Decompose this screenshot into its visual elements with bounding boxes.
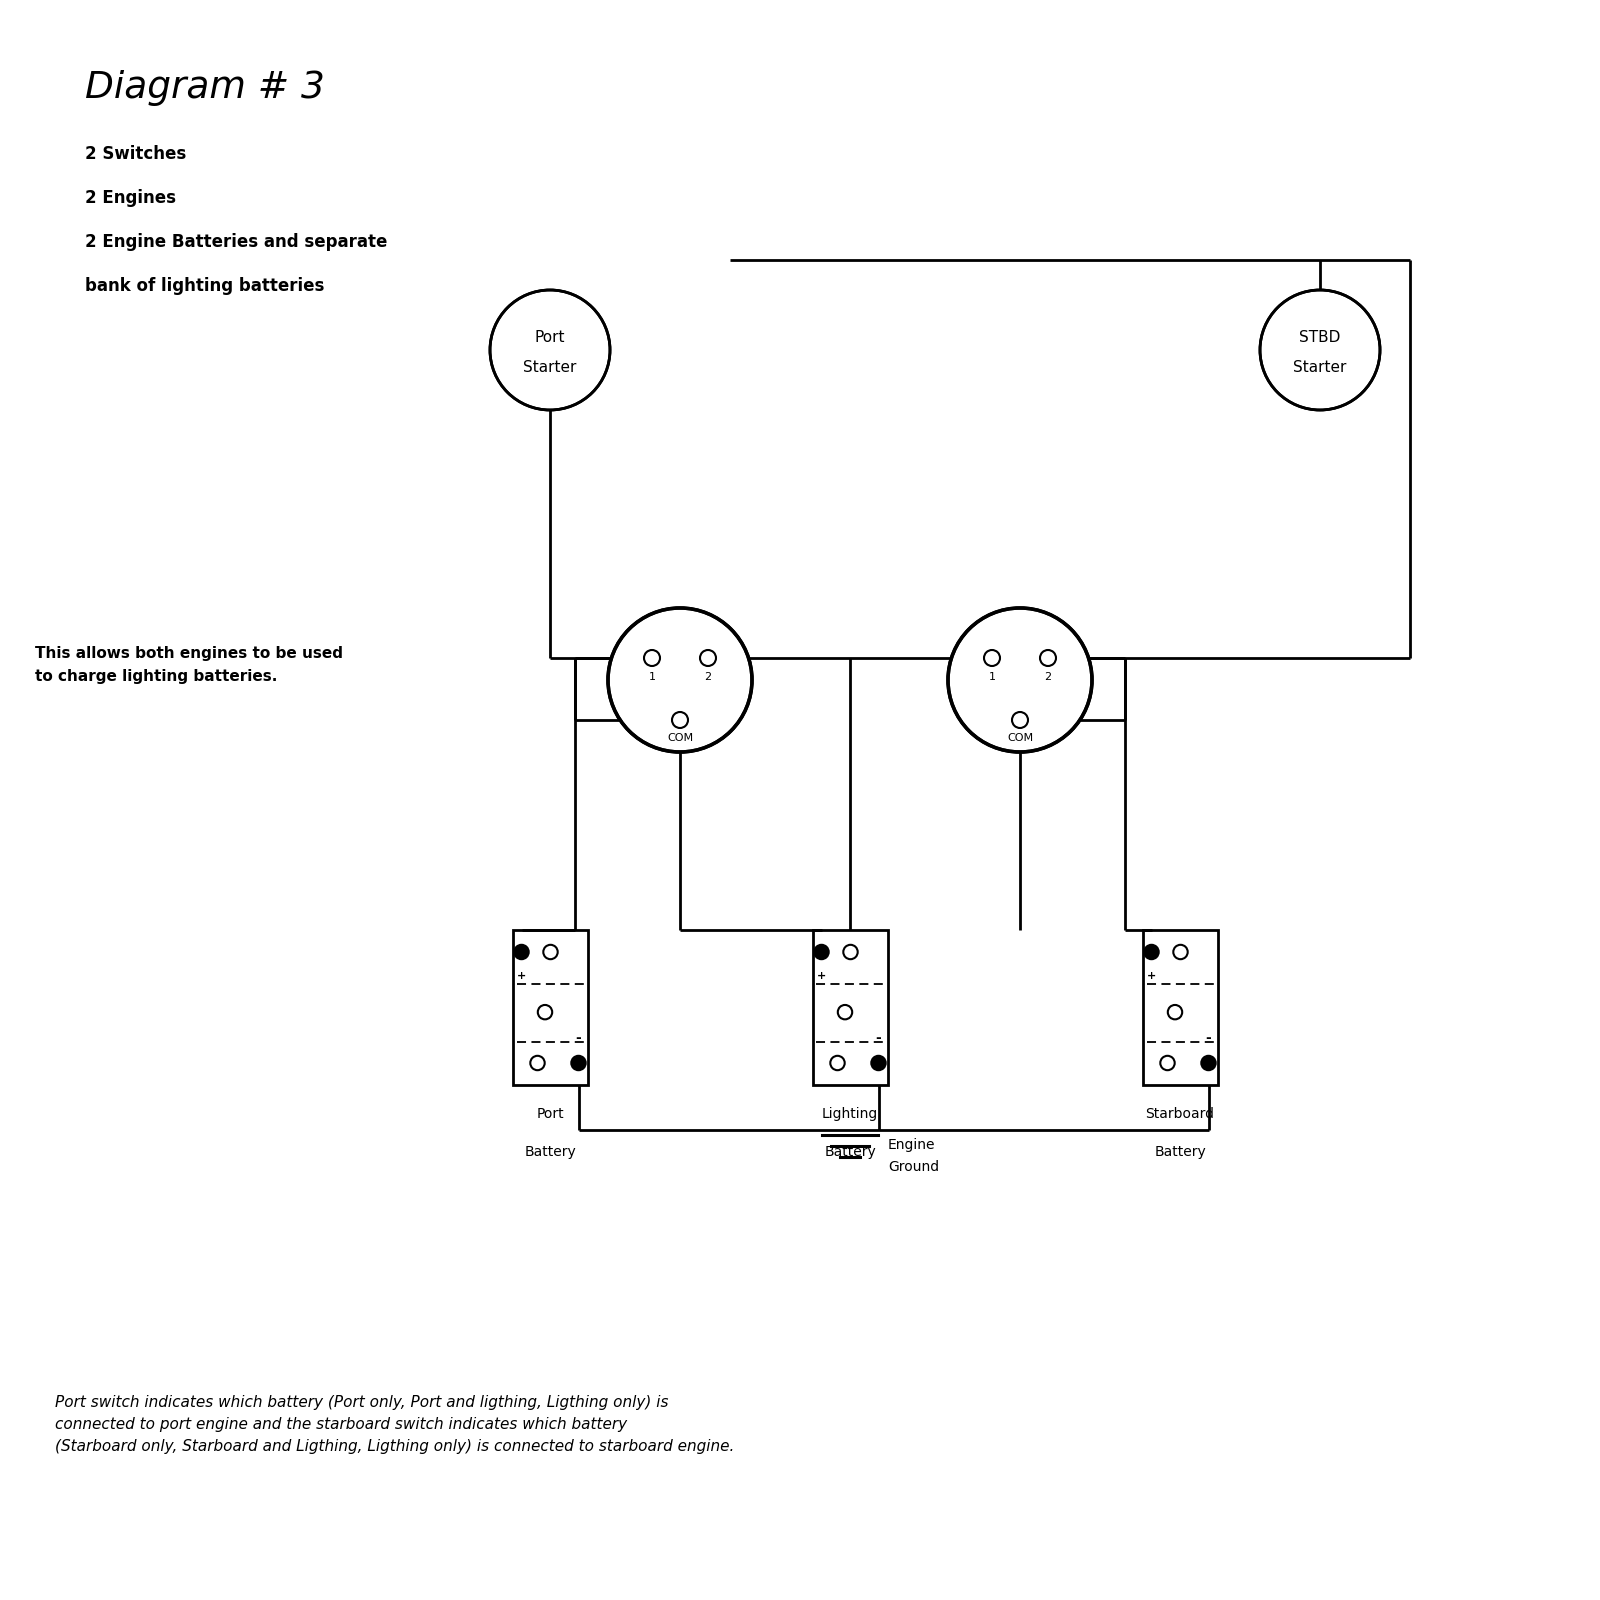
Text: Port: Port [534, 330, 565, 344]
Circle shape [814, 944, 829, 960]
Text: -: - [1206, 1030, 1211, 1045]
Bar [1142, 930, 1218, 1085]
Text: Starter: Starter [523, 360, 576, 374]
Bar [813, 930, 888, 1085]
Text: 1: 1 [989, 672, 995, 682]
Text: Port switch indicates which battery (Port only, Port and ligthing, Ligthing only: Port switch indicates which battery (Por… [54, 1395, 734, 1454]
Text: Starboard: Starboard [1146, 1107, 1214, 1122]
Text: 2: 2 [704, 672, 712, 682]
Circle shape [1144, 944, 1158, 960]
Text: bank of lighting batteries: bank of lighting batteries [85, 277, 325, 294]
Text: Battery: Battery [824, 1146, 875, 1158]
Circle shape [1202, 1056, 1216, 1070]
Circle shape [872, 1056, 886, 1070]
Circle shape [490, 290, 610, 410]
Text: Diagram # 3: Diagram # 3 [85, 70, 325, 106]
Text: COM: COM [1006, 733, 1034, 742]
Text: +: + [818, 971, 826, 981]
Text: 2: 2 [1045, 672, 1051, 682]
Circle shape [514, 944, 528, 960]
Text: -: - [576, 1030, 581, 1045]
Text: -: - [875, 1030, 882, 1045]
Circle shape [1261, 290, 1379, 410]
Text: Battery: Battery [1154, 1146, 1206, 1158]
Text: Battery: Battery [525, 1146, 576, 1158]
Circle shape [571, 1056, 586, 1070]
Text: 2 Switches: 2 Switches [85, 146, 186, 163]
Bar [512, 930, 587, 1085]
Text: Starter: Starter [1293, 360, 1347, 374]
Text: 2 Engine Batteries and separate: 2 Engine Batteries and separate [85, 234, 387, 251]
Text: +: + [517, 971, 526, 981]
Text: Ground: Ground [888, 1160, 939, 1174]
Text: Lighting: Lighting [822, 1107, 878, 1122]
Circle shape [608, 608, 752, 752]
Text: COM: COM [667, 733, 693, 742]
Text: 1: 1 [648, 672, 656, 682]
Text: STBD: STBD [1299, 330, 1341, 344]
Text: This allows both engines to be used
to charge lighting batteries.: This allows both engines to be used to c… [35, 646, 342, 683]
Circle shape [947, 608, 1091, 752]
Text: Engine: Engine [888, 1138, 936, 1152]
Text: +: + [1147, 971, 1157, 981]
Text: 2 Engines: 2 Engines [85, 189, 176, 206]
Text: Port: Port [536, 1107, 563, 1122]
